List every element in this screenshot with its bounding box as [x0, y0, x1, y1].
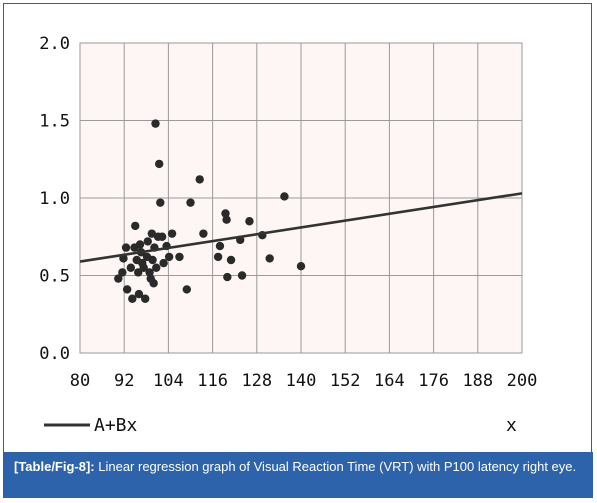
data-points: [114, 119, 306, 303]
data-point: [118, 268, 127, 277]
legend-label: A+Bx: [94, 415, 138, 436]
data-point: [122, 285, 132, 294]
x-tick-label: 116: [197, 371, 228, 391]
x-tick-label: 152: [330, 371, 361, 391]
data-point: [133, 268, 143, 277]
x-tick-labels: 80 92 104 116 128 140 152 164 176 188 200: [70, 371, 538, 391]
data-point: [114, 274, 123, 283]
data-point: [245, 217, 254, 226]
data-point: [221, 209, 230, 218]
data-point: [296, 262, 306, 271]
data-point: [186, 198, 195, 207]
data-point: [167, 229, 177, 238]
caption-text: Linear regression graph of Visual Reacti…: [94, 459, 577, 474]
data-point: [149, 279, 158, 288]
data-point: [164, 252, 174, 262]
data-point: [128, 294, 137, 303]
y-tick-label: 2.0: [39, 34, 70, 54]
caption-label: [Table/Fig-8]:: [14, 459, 95, 474]
data-point: [126, 263, 136, 272]
data-point: [280, 192, 289, 201]
data-point: [148, 255, 157, 265]
y-tick-label: 0.0: [39, 344, 70, 364]
data-point: [237, 271, 247, 280]
data-point: [223, 272, 232, 282]
data-point: [147, 229, 157, 238]
data-point: [139, 263, 148, 272]
x-tick-label: 188: [462, 371, 493, 391]
x-tick-label: 128: [241, 371, 272, 391]
data-point: [222, 215, 231, 224]
data-point: [215, 241, 225, 251]
y-tick-labels: 0.0 0.5 1.0 1.5 2.0: [39, 34, 70, 364]
data-point: [131, 221, 140, 231]
data-point: [134, 289, 144, 299]
data-point: [175, 252, 184, 262]
data-point: [213, 252, 223, 262]
data-point: [121, 243, 131, 252]
data-point: [151, 119, 160, 128]
data-point: [156, 198, 165, 207]
data-point: [182, 285, 192, 294]
data-point: [199, 229, 208, 238]
x-tick-label: 80: [70, 371, 90, 391]
figure-caption: [Table/Fig-8]: Linear regression graph o…: [4, 452, 593, 498]
y-tick-label: 1.0: [39, 189, 70, 209]
data-point: [152, 263, 161, 272]
x-tick-label: 104: [153, 371, 184, 391]
x-tick-label: 200: [507, 371, 538, 391]
data-point: [154, 159, 164, 169]
data-point: [265, 254, 274, 263]
regression-line: [79, 192, 523, 263]
data-point: [157, 232, 167, 241]
data-point: [143, 237, 152, 246]
data-point: [195, 175, 204, 184]
data-point: [159, 258, 168, 268]
x-tick-label: 164: [374, 371, 405, 391]
scatter-chart: 80 92 104 116 128 140 152 164 176 188 200 0.0 0.5 1.…: [39, 34, 538, 436]
x-tick-label: 92: [114, 371, 134, 391]
x-tick-label: 176: [418, 371, 449, 391]
data-point: [145, 268, 154, 277]
y-tick-label: 1.5: [39, 112, 70, 132]
data-point: [135, 240, 145, 249]
data-point: [140, 294, 150, 303]
x-tick-label: 140: [286, 371, 317, 391]
x-axis-label: x: [506, 415, 517, 436]
plot-border: [79, 42, 523, 354]
data-point: [226, 255, 236, 265]
y-tick-label: 0.5: [39, 267, 70, 287]
